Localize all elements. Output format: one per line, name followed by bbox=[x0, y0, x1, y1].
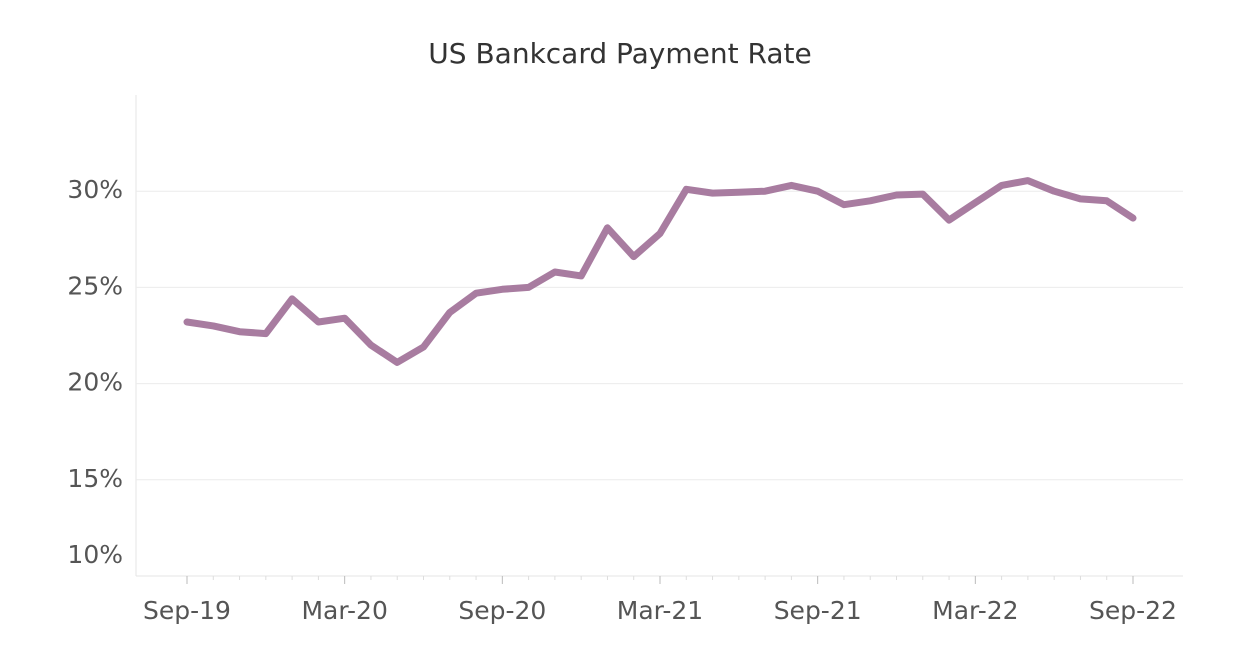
y-tick-label: 20% bbox=[67, 368, 123, 397]
x-tick-label: Sep-21 bbox=[774, 596, 862, 625]
x-tick-label: Sep-22 bbox=[1089, 596, 1177, 625]
x-tick-label: Mar-20 bbox=[301, 596, 387, 625]
x-tick-label: Mar-21 bbox=[617, 596, 703, 625]
y-tick-label: 15% bbox=[67, 464, 123, 493]
x-tick-label: Mar-22 bbox=[932, 596, 1018, 625]
chart-title: US Bankcard Payment Rate bbox=[428, 37, 811, 70]
data-line bbox=[183, 177, 1137, 366]
x-tick-label: Sep-20 bbox=[458, 596, 546, 625]
y-tick-label: 30% bbox=[67, 175, 123, 204]
y-tick-label: 10% bbox=[67, 540, 123, 569]
y-tick-label: 25% bbox=[67, 271, 123, 300]
x-tick-label: Sep-19 bbox=[143, 596, 231, 625]
